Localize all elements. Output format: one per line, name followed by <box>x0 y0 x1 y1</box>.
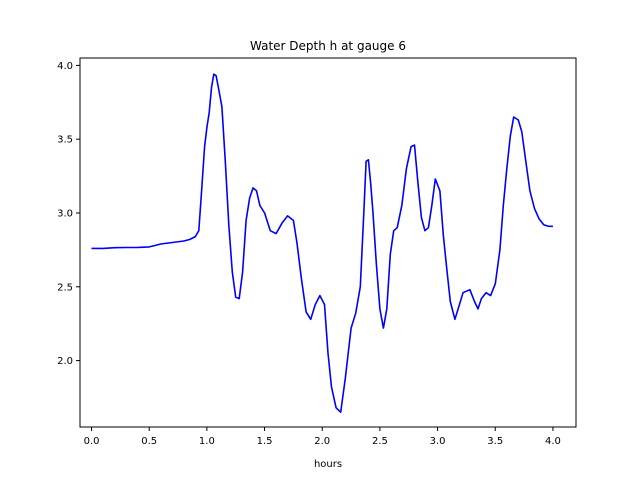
plot-area <box>91 73 553 414</box>
plot-frame <box>79 57 577 428</box>
x-tick-label: 2.5 <box>372 436 388 447</box>
y-tick-label: 2.0 <box>57 356 73 367</box>
x-axis-ticks: 0.0 0.5 1.0 1.5 2.0 2.5 3.0 3.5 4.0 <box>84 427 561 447</box>
x-tick-label: 3.5 <box>487 436 503 447</box>
x-tick-label: 2.0 <box>314 436 330 447</box>
x-tick-label: 4.0 <box>545 436 561 447</box>
y-tick-label: 4.0 <box>57 61 73 72</box>
x-tick-label: 0.0 <box>84 436 100 447</box>
series-line-0 <box>91 73 553 414</box>
y-tick-label: 3.5 <box>57 135 73 146</box>
y-axis-ticks: 2.0 2.5 3.0 3.5 4.0 <box>57 61 80 367</box>
y-tick-label: 3.0 <box>57 208 73 219</box>
y-tick-label: 2.5 <box>57 282 73 293</box>
x-tick-label: 0.5 <box>141 436 157 447</box>
x-tick-label: 1.5 <box>257 436 273 447</box>
x-tick-label: 3.0 <box>430 436 446 447</box>
x-tick-label: 1.0 <box>199 436 215 447</box>
x-axis-label: hours <box>314 459 342 470</box>
chart-title: Water Depth h at gauge 6 <box>250 39 406 53</box>
